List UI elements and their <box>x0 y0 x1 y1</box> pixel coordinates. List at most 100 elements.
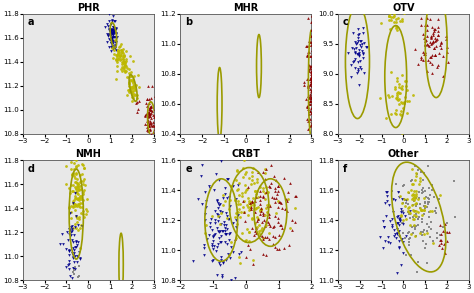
Point <box>408 253 415 257</box>
Point <box>310 81 317 86</box>
Point <box>359 52 366 56</box>
Point <box>75 188 83 193</box>
Point <box>309 99 317 103</box>
Point <box>107 28 115 33</box>
Point <box>395 244 403 249</box>
Point <box>73 180 80 185</box>
Point <box>415 181 423 186</box>
Point <box>264 210 271 214</box>
Point <box>404 231 411 236</box>
Point <box>113 35 121 40</box>
Point <box>262 206 270 211</box>
Point <box>114 48 121 52</box>
Point <box>259 236 267 241</box>
Point <box>428 187 436 192</box>
Point <box>344 51 352 56</box>
Point <box>72 171 80 175</box>
Point <box>312 11 320 15</box>
Point <box>403 99 410 104</box>
Point <box>214 206 222 211</box>
Point <box>444 59 452 64</box>
Point <box>129 81 137 86</box>
Point <box>274 216 282 220</box>
Point <box>146 119 154 123</box>
Point <box>249 258 256 262</box>
Point <box>403 196 411 201</box>
Point <box>405 204 413 209</box>
Point <box>69 188 76 193</box>
Point <box>305 96 313 101</box>
Point <box>409 216 417 221</box>
Point <box>418 55 425 60</box>
Point <box>427 208 434 213</box>
Point <box>72 225 80 230</box>
Point <box>261 224 268 228</box>
Point <box>309 71 317 76</box>
Point <box>438 241 445 246</box>
Point <box>147 121 155 125</box>
Point <box>114 52 122 57</box>
Point <box>226 253 233 257</box>
Point <box>396 194 403 199</box>
Point <box>385 203 393 208</box>
Point <box>229 183 237 188</box>
Point <box>145 135 152 140</box>
Point <box>127 74 135 78</box>
Point <box>71 259 78 264</box>
Point <box>243 187 250 191</box>
Point <box>308 123 315 127</box>
Point <box>76 257 84 261</box>
Point <box>311 55 319 60</box>
Point <box>418 208 426 212</box>
Point <box>277 223 284 228</box>
Point <box>258 220 266 225</box>
Point <box>408 166 416 171</box>
Point <box>216 177 223 182</box>
Point <box>76 173 83 177</box>
Point <box>269 242 277 247</box>
Point <box>307 77 315 81</box>
Point <box>73 186 80 190</box>
Point <box>307 109 314 113</box>
Point <box>110 18 118 23</box>
Point <box>404 209 411 214</box>
Point <box>113 77 120 82</box>
Point <box>266 185 274 190</box>
Point <box>420 35 428 40</box>
Point <box>271 185 279 190</box>
Point <box>392 182 400 186</box>
Point <box>206 225 214 229</box>
Point <box>240 198 248 203</box>
Point <box>146 104 154 109</box>
Point <box>306 50 313 54</box>
Point <box>232 196 239 201</box>
Point <box>206 290 214 293</box>
Point <box>403 88 410 93</box>
Point <box>65 226 73 231</box>
Point <box>307 98 314 103</box>
Point <box>209 259 216 264</box>
Point <box>428 41 436 45</box>
Point <box>425 164 432 169</box>
Point <box>311 89 319 94</box>
Point <box>396 215 404 220</box>
Point <box>223 177 231 181</box>
Point <box>200 245 208 250</box>
Point <box>129 83 137 88</box>
Point <box>419 178 427 182</box>
Point <box>71 208 79 212</box>
Point <box>418 212 425 217</box>
Point <box>359 31 367 36</box>
Point <box>151 111 159 116</box>
Point <box>398 133 405 138</box>
Point <box>398 87 406 91</box>
Point <box>109 43 117 48</box>
Point <box>146 111 153 116</box>
Point <box>248 217 255 221</box>
Point <box>399 251 406 255</box>
Point <box>217 201 224 206</box>
Point <box>70 247 78 252</box>
Point <box>307 74 315 79</box>
Point <box>387 15 395 19</box>
Point <box>106 38 114 42</box>
